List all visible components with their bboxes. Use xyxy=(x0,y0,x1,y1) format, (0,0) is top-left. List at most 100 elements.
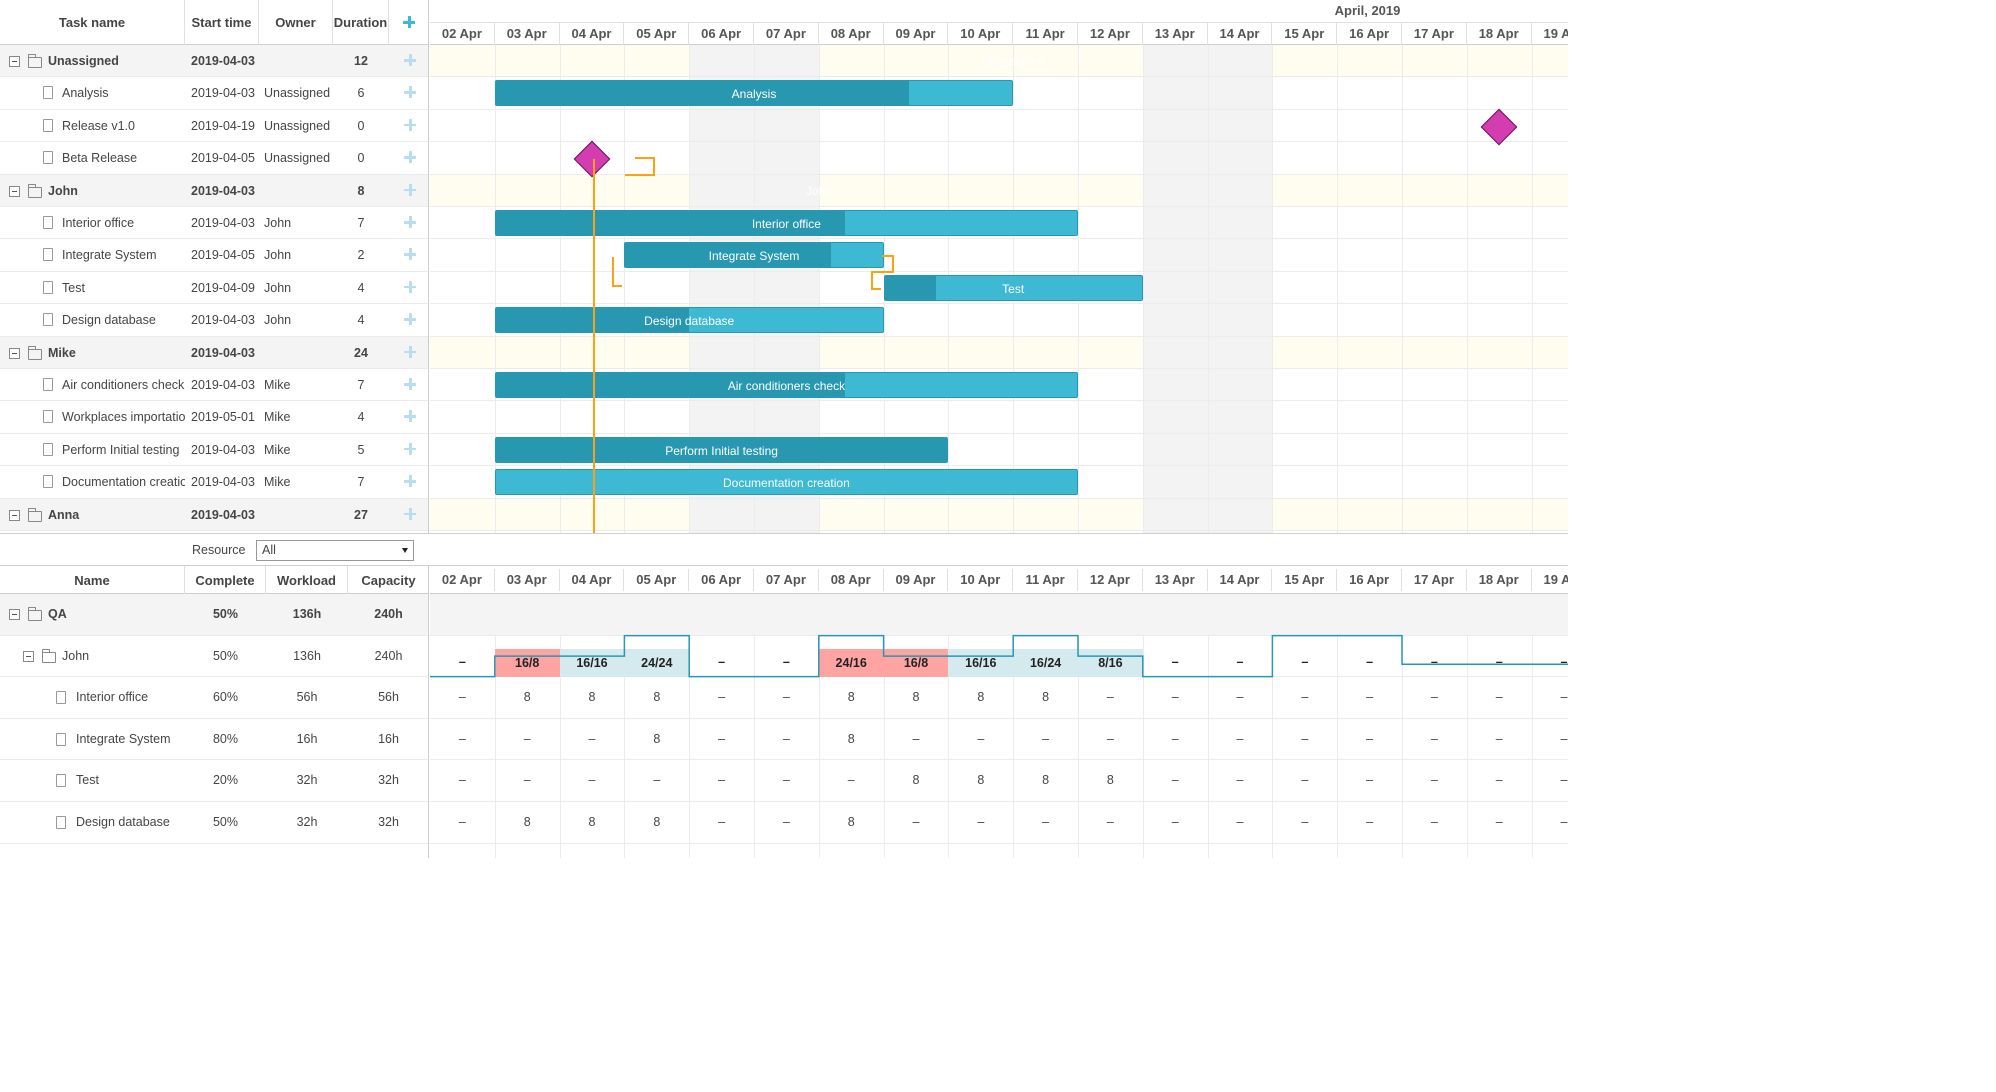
task-row[interactable]: Test 2019-04-09 John 4 xyxy=(0,272,428,305)
resource-cell: 8 xyxy=(847,815,855,829)
add-subtask-icon[interactable] xyxy=(403,247,417,261)
task-row[interactable]: Release v1.0 2019-04-19 Unassigned 0 xyxy=(0,110,428,143)
task-row[interactable]: Analysis 2019-04-03 Unassigned 6 xyxy=(0,77,428,110)
dependency-link[interactable] xyxy=(871,271,894,273)
task-row[interactable]: Air conditioners check 2019-04-03 Mike 7 xyxy=(0,369,428,402)
add-subtask-icon[interactable] xyxy=(403,280,417,294)
resource-row[interactable]: QA 50% 136h 240h xyxy=(0,594,428,636)
task-start: 2019-04-19 xyxy=(191,118,255,133)
dependency-link[interactable] xyxy=(592,159,595,533)
add-subtask-icon[interactable] xyxy=(403,150,417,164)
resource-select[interactable]: All xyxy=(256,540,414,561)
task-row[interactable]: Documentation creation 2019-04-03 Mike 7 xyxy=(0,466,428,499)
task-name: Integrate System xyxy=(62,248,157,263)
add-subtask-icon[interactable] xyxy=(403,507,417,521)
file-icon xyxy=(43,248,53,262)
day-label: 03 Apr xyxy=(495,569,560,591)
collapse-toggle[interactable] xyxy=(9,509,20,521)
day-label: 05 Apr xyxy=(624,569,690,591)
resource-row[interactable]: Integrate System 80% 16h 16h xyxy=(0,719,428,761)
task-row[interactable]: Workplaces importation 2019-05-01 Mike 4 xyxy=(0,401,428,434)
project-bar[interactable] xyxy=(495,340,1568,366)
dependency-link[interactable] xyxy=(653,157,655,175)
dependency-link[interactable] xyxy=(871,288,881,290)
chart-body: Unassigned Analysis John Interior office Int… xyxy=(430,45,1568,533)
add-subtask-icon[interactable] xyxy=(403,118,417,132)
add-subtask-icon[interactable] xyxy=(403,53,417,67)
resource-cell: – xyxy=(458,773,466,788)
add-subtask-icon[interactable] xyxy=(403,377,417,391)
add-subtask-icon[interactable] xyxy=(403,442,417,456)
task-bar[interactable]: Air conditioners check xyxy=(494,372,1078,398)
milestone-marker[interactable] xyxy=(1480,108,1518,146)
collapse-toggle[interactable] xyxy=(9,609,20,620)
task-row[interactable]: Design database 2019-04-03 John 4 xyxy=(0,304,428,337)
collapse-toggle[interactable] xyxy=(23,650,34,662)
task-duration: 24 xyxy=(354,345,368,360)
project-row[interactable]: John 2019-04-03 8 xyxy=(0,174,428,207)
collapse-toggle[interactable] xyxy=(9,185,20,197)
col-workload[interactable]: Workload xyxy=(266,566,348,594)
dependency-link[interactable] xyxy=(871,271,873,289)
col-task-name[interactable]: Task name xyxy=(0,0,185,45)
project-row[interactable]: Anna 2019-04-03 27 xyxy=(0,498,428,531)
project-row[interactable]: Mike 2019-04-03 24 xyxy=(0,336,428,369)
task-name: John xyxy=(48,183,78,198)
project-row[interactable]: Unassigned 2019-04-03 12 xyxy=(0,45,428,78)
add-subtask-icon[interactable] xyxy=(403,345,417,359)
add-subtask-icon[interactable] xyxy=(403,474,417,488)
col-name[interactable]: Name xyxy=(0,566,185,594)
file-icon xyxy=(56,774,66,788)
resource-row[interactable]: Interior office 60% 56h 56h xyxy=(0,677,428,719)
add-subtask-icon[interactable] xyxy=(403,312,417,326)
col-start-time[interactable]: Start time xyxy=(185,0,259,45)
task-duration: 2 xyxy=(357,248,365,263)
task-row[interactable]: Beta Release 2019-04-05 Unassigned 0 xyxy=(0,142,428,175)
task-bar[interactable]: Interior office xyxy=(494,210,1078,236)
add-subtask-icon[interactable] xyxy=(403,85,417,99)
task-bar[interactable]: Integrate System xyxy=(624,242,884,269)
project-bar[interactable]: Unassigned xyxy=(495,48,1532,74)
task-bar[interactable]: Design database xyxy=(494,307,884,334)
project-bar[interactable] xyxy=(495,502,1568,528)
col-capacity[interactable]: Capacity xyxy=(361,572,416,588)
progress-fill xyxy=(495,308,690,333)
resource-cell: 8 xyxy=(588,690,596,705)
add-task-button[interactable] xyxy=(389,0,428,45)
task-duration: 0 xyxy=(357,151,365,166)
task-duration: 4 xyxy=(357,410,365,425)
task-name: Workplaces importation xyxy=(62,410,185,425)
task-row[interactable]: Integrate System 2019-04-05 John 2 xyxy=(0,239,428,272)
dependency-link[interactable] xyxy=(892,255,894,271)
project-bar[interactable]: John xyxy=(495,178,1143,204)
col-complete[interactable]: Complete xyxy=(185,566,266,594)
task-owner xyxy=(264,175,334,207)
dependency-link[interactable] xyxy=(612,285,622,287)
resource-row[interactable]: Test 20% 32h 32h xyxy=(0,760,428,802)
task-bar[interactable]: Analysis xyxy=(494,80,1014,107)
task-bar[interactable]: Test xyxy=(883,274,1143,301)
resource-row[interactable]: Design database 50% 32h 32h xyxy=(0,802,428,844)
task-row[interactable]: Perform Initial testing 2019-04-03 Mike 5 xyxy=(0,434,428,467)
resource-row[interactable]: John 50% 136h 240h xyxy=(0,636,428,678)
resource-cell: – xyxy=(1236,731,1244,746)
task-duration: 27 xyxy=(354,507,368,522)
task-bar[interactable]: Perform Initial testing xyxy=(494,436,949,463)
add-subtask-icon[interactable] xyxy=(403,409,417,423)
dependency-link[interactable] xyxy=(882,255,894,257)
resource-cell: – xyxy=(1430,773,1438,788)
add-subtask-icon[interactable] xyxy=(403,183,417,197)
task-owner: Unassigned xyxy=(264,151,331,166)
dependency-link[interactable] xyxy=(612,257,614,285)
add-subtask-icon[interactable] xyxy=(403,215,417,229)
collapse-toggle[interactable] xyxy=(9,347,20,359)
task-row[interactable]: Interior office 2019-04-03 John 7 xyxy=(0,207,428,240)
col-duration[interactable]: Duration xyxy=(333,0,389,45)
col-owner[interactable]: Owner xyxy=(259,0,333,45)
collapse-toggle[interactable] xyxy=(9,56,20,67)
dependency-link[interactable] xyxy=(625,174,655,176)
task-bar[interactable]: Documentation creation xyxy=(494,469,1078,496)
dependency-link[interactable] xyxy=(635,157,655,159)
resource-cell: – xyxy=(1430,731,1438,746)
plus-icon xyxy=(402,15,416,29)
